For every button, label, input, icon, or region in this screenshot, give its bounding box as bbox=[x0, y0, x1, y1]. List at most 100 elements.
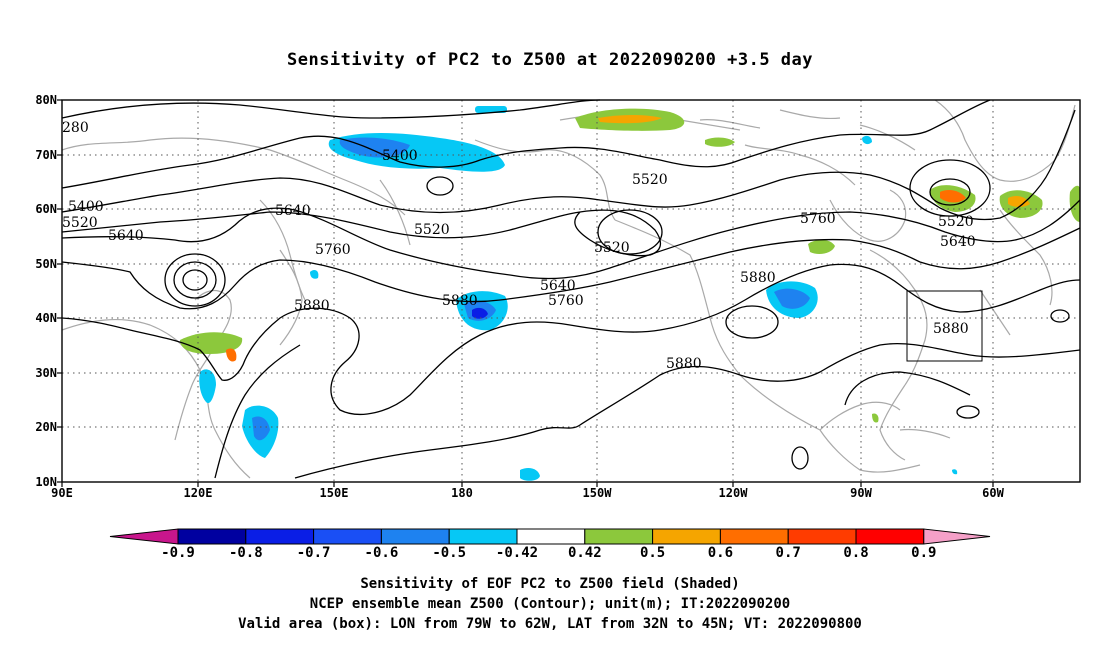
lat-label: 30N bbox=[35, 366, 57, 380]
shade-patch bbox=[520, 468, 540, 481]
axis-ticks bbox=[57, 99, 994, 487]
lon-label: 150W bbox=[583, 486, 613, 500]
contour-label: 5520 bbox=[632, 172, 668, 188]
colorbar-segment bbox=[245, 528, 315, 545]
shade-patch bbox=[940, 190, 966, 203]
contour-label: 5880 bbox=[933, 321, 969, 337]
contour-closed bbox=[597, 209, 663, 255]
colorbar-label: -0.42 bbox=[496, 545, 538, 561]
lon-label: 120W bbox=[719, 486, 749, 500]
colorbar-low-triangle bbox=[109, 528, 179, 545]
colorbar-label: 0.7 bbox=[776, 545, 801, 561]
shade-patch bbox=[310, 270, 319, 279]
shade-patch bbox=[339, 137, 410, 158]
contour-label: 5520 bbox=[414, 222, 450, 238]
contour-line bbox=[61, 99, 601, 119]
contour-closed bbox=[791, 446, 809, 470]
colorbar-label: -0.8 bbox=[229, 545, 263, 561]
contour-line bbox=[61, 227, 1081, 310]
contour-line bbox=[61, 99, 991, 189]
contour-closed bbox=[725, 305, 779, 339]
colorbar-label: -0.7 bbox=[297, 545, 331, 561]
shade-patch bbox=[952, 469, 958, 475]
contour-line bbox=[61, 109, 1076, 221]
contour-closed bbox=[956, 405, 980, 419]
valid-area-box bbox=[906, 290, 983, 362]
colorbar-segment bbox=[177, 528, 247, 545]
lat-label: 70N bbox=[35, 148, 57, 162]
contour-closed bbox=[173, 261, 217, 299]
colorbar-segment bbox=[313, 528, 382, 545]
shade-patch bbox=[1069, 185, 1080, 222]
contour-line bbox=[61, 263, 1081, 415]
colorbar-segment bbox=[448, 528, 518, 545]
lon-label: 180 bbox=[451, 486, 473, 500]
contour-label: 5760 bbox=[548, 293, 584, 309]
contour-closed bbox=[1050, 309, 1070, 323]
shade-patch bbox=[862, 135, 872, 145]
contour-closed bbox=[426, 176, 454, 196]
lat-label: 10N bbox=[35, 475, 57, 489]
contour-label: 5640 bbox=[275, 203, 311, 219]
coastlines bbox=[61, 99, 1076, 479]
shade-patch bbox=[872, 413, 879, 423]
shade-patch bbox=[199, 369, 216, 404]
colorbar-segment bbox=[516, 528, 586, 545]
contour-label: 5880 bbox=[442, 293, 478, 309]
colorbar-label: 0.8 bbox=[843, 545, 868, 561]
colorbar-label: -0.9 bbox=[161, 545, 195, 561]
lon-label: 90W bbox=[850, 486, 872, 500]
colorbar-label: 0.9 bbox=[911, 545, 936, 561]
contour-line bbox=[61, 199, 1081, 280]
shade-patch bbox=[705, 137, 735, 147]
colorbar-segment bbox=[652, 528, 721, 545]
contour-label: 5760 bbox=[315, 242, 351, 258]
lat-axis: 80N 70N 60N 50N 40N 30N 20N 10N bbox=[35, 93, 57, 489]
colorbar-segment bbox=[380, 528, 450, 545]
contour-label: 5640 bbox=[108, 228, 144, 244]
contour-line bbox=[844, 371, 971, 406]
colorbar-segment bbox=[584, 528, 654, 545]
contour-line bbox=[294, 342, 1081, 479]
lon-label: 60W bbox=[982, 486, 1004, 500]
colorbar-label: 0.6 bbox=[708, 545, 733, 561]
contour-label: 5520 bbox=[938, 214, 974, 230]
contour-label: 5640 bbox=[540, 278, 576, 294]
lon-axis: 90E 120E 150E 180 150W 120W 90W 60W bbox=[51, 486, 1004, 500]
lat-label: 80N bbox=[35, 93, 57, 107]
contour-label: 5880 bbox=[294, 298, 330, 314]
lon-label: 120E bbox=[184, 486, 213, 500]
shade-patch bbox=[472, 307, 488, 319]
shade-patch bbox=[252, 416, 270, 441]
contour-closed bbox=[164, 253, 226, 307]
contour-closed bbox=[182, 269, 208, 291]
contour-line bbox=[61, 209, 662, 257]
contour-label: 5880 bbox=[740, 270, 776, 286]
contour-line bbox=[214, 344, 301, 479]
lat-label: 40N bbox=[35, 311, 57, 325]
colorbar-segment bbox=[787, 528, 857, 545]
lon-label: 90E bbox=[51, 486, 73, 500]
shade-patch bbox=[598, 115, 662, 124]
contour-labels: 280 5400 5400 5520 5640 5640 5520 5520 5… bbox=[62, 120, 976, 372]
contour-label: 280 bbox=[62, 120, 89, 136]
contour-label: 5640 bbox=[940, 234, 976, 250]
lon-label: 150E bbox=[320, 486, 349, 500]
colorbar-segment bbox=[719, 528, 789, 545]
contour-label: 5760 bbox=[800, 211, 836, 227]
colorbar-high-triangle bbox=[923, 528, 991, 545]
shade-patch bbox=[774, 288, 810, 309]
contour-closed bbox=[929, 178, 971, 206]
colorbar-label: 0.42 bbox=[568, 545, 602, 561]
contour-label: 5520 bbox=[62, 215, 98, 231]
colorbar: -0.9 -0.8 -0.7 -0.6 -0.5 -0.42 0.42 0.5 0.6 0.7 0.… bbox=[109, 528, 991, 561]
caption-line-2: NCEP ensemble mean Z500 (Contour); unit(… bbox=[309, 596, 791, 612]
lat-label: 20N bbox=[35, 420, 57, 434]
chart-title: Sensitivity of PC2 to Z500 at 2022090200… bbox=[286, 50, 813, 70]
contour-label: 5400 bbox=[68, 199, 104, 215]
shade-patch bbox=[226, 348, 237, 362]
shade-patch bbox=[1008, 196, 1030, 207]
caption-line-3: Valid area (box): LON from 79W to 62W, L… bbox=[238, 616, 862, 632]
lat-label: 60N bbox=[35, 202, 57, 216]
